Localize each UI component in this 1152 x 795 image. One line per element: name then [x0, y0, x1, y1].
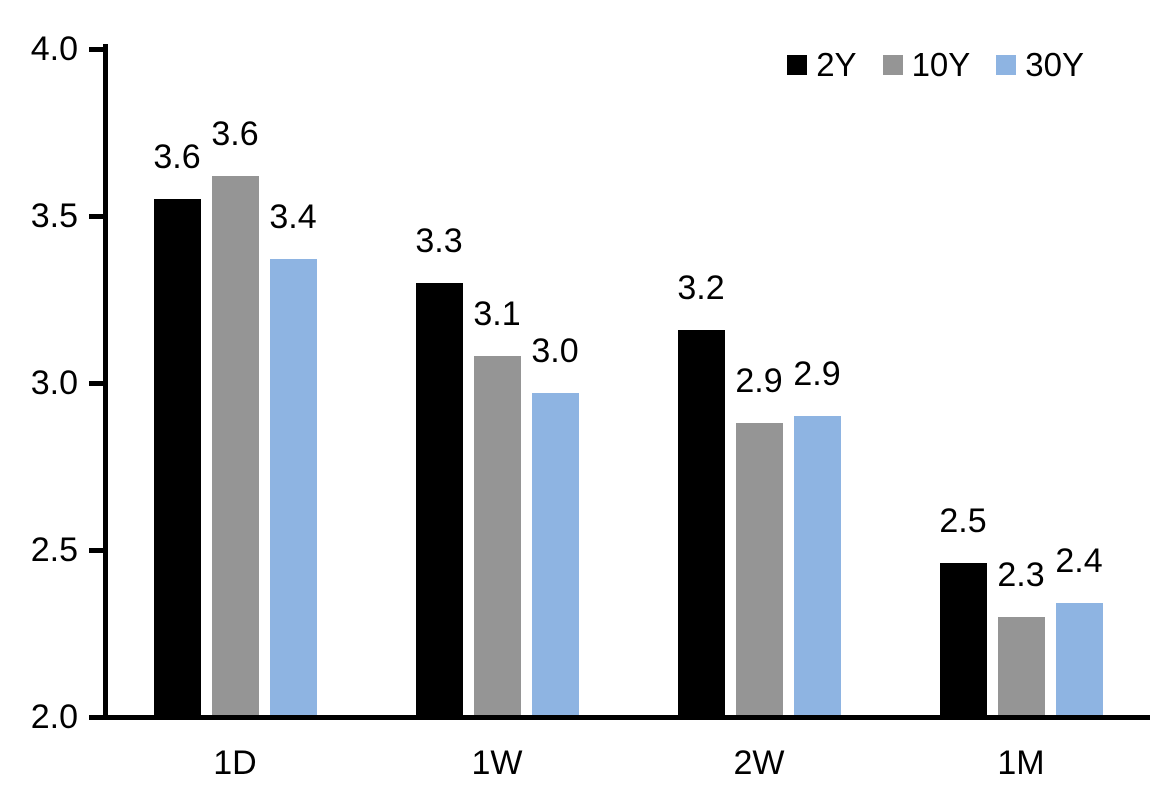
y-axis-tick [89, 47, 104, 52]
legend-label: 30Y [1025, 46, 1084, 83]
x-axis-label-2W: 2W [733, 744, 785, 782]
bar-10Y-1D [211, 175, 259, 717]
y-axis-tick-label: 3.5 [30, 197, 78, 235]
bar-value-label: 3.0 [531, 332, 579, 371]
y-axis-tick-label: 2.5 [30, 531, 78, 569]
legend-item-2Y: 2Y [787, 45, 857, 85]
bar-30Y-1W [531, 393, 579, 717]
y-axis-tick [89, 214, 104, 219]
bar-value-label: 3.3 [415, 221, 463, 260]
bar-value-label: 3.6 [211, 114, 259, 153]
bar-value-label: 3.2 [677, 268, 725, 307]
x-axis-label-1M: 1M [997, 744, 1045, 782]
bar-10Y-1M [997, 616, 1045, 717]
bar-30Y-2W [793, 416, 841, 717]
x-axis-line [89, 715, 1150, 720]
legend-label: 2Y [816, 46, 857, 83]
bar-value-label: 2.4 [1055, 542, 1103, 581]
legend-swatch-icon [787, 55, 808, 75]
bar-2Y-1W [415, 282, 463, 717]
bar-30Y-1M [1055, 603, 1103, 717]
bar-value-label: 3.4 [269, 198, 317, 237]
bar-value-label: 2.3 [997, 555, 1045, 594]
bar-value-label: 3.6 [153, 138, 201, 177]
legend-swatch-icon [996, 55, 1017, 75]
bar-value-label: 3.1 [473, 295, 521, 334]
legend-item-30Y: 30Y [996, 45, 1084, 85]
y-axis-tick-label: 2.0 [30, 698, 78, 736]
bar-10Y-2W [735, 423, 783, 717]
bar-value-label: 2.9 [735, 362, 783, 401]
y-axis-tick-label: 4.0 [30, 30, 78, 68]
legend-label: 10Y [911, 46, 971, 83]
y-axis-tick [89, 715, 104, 720]
bar-10Y-1W [473, 356, 521, 717]
chart-legend: 2Y 10Y 30Y [787, 45, 1084, 85]
bar-30Y-1D [269, 259, 317, 717]
y-axis-tick [89, 381, 104, 386]
legend-item-10Y: 10Y [882, 45, 971, 85]
x-axis-label-1D: 1D [213, 744, 257, 782]
y-axis-tick-label: 3.0 [30, 364, 78, 402]
bar-value-label: 2.9 [793, 355, 841, 394]
bar-2Y-2W [677, 329, 725, 717]
y-axis-tick [89, 548, 104, 553]
bar-value-label: 2.5 [939, 502, 987, 541]
bar-2Y-1D [153, 199, 201, 717]
legend-swatch-icon [882, 55, 903, 75]
x-axis-label-1W: 1W [471, 744, 523, 782]
bar-2Y-1M [939, 563, 987, 717]
y-axis-line [103, 44, 108, 720]
